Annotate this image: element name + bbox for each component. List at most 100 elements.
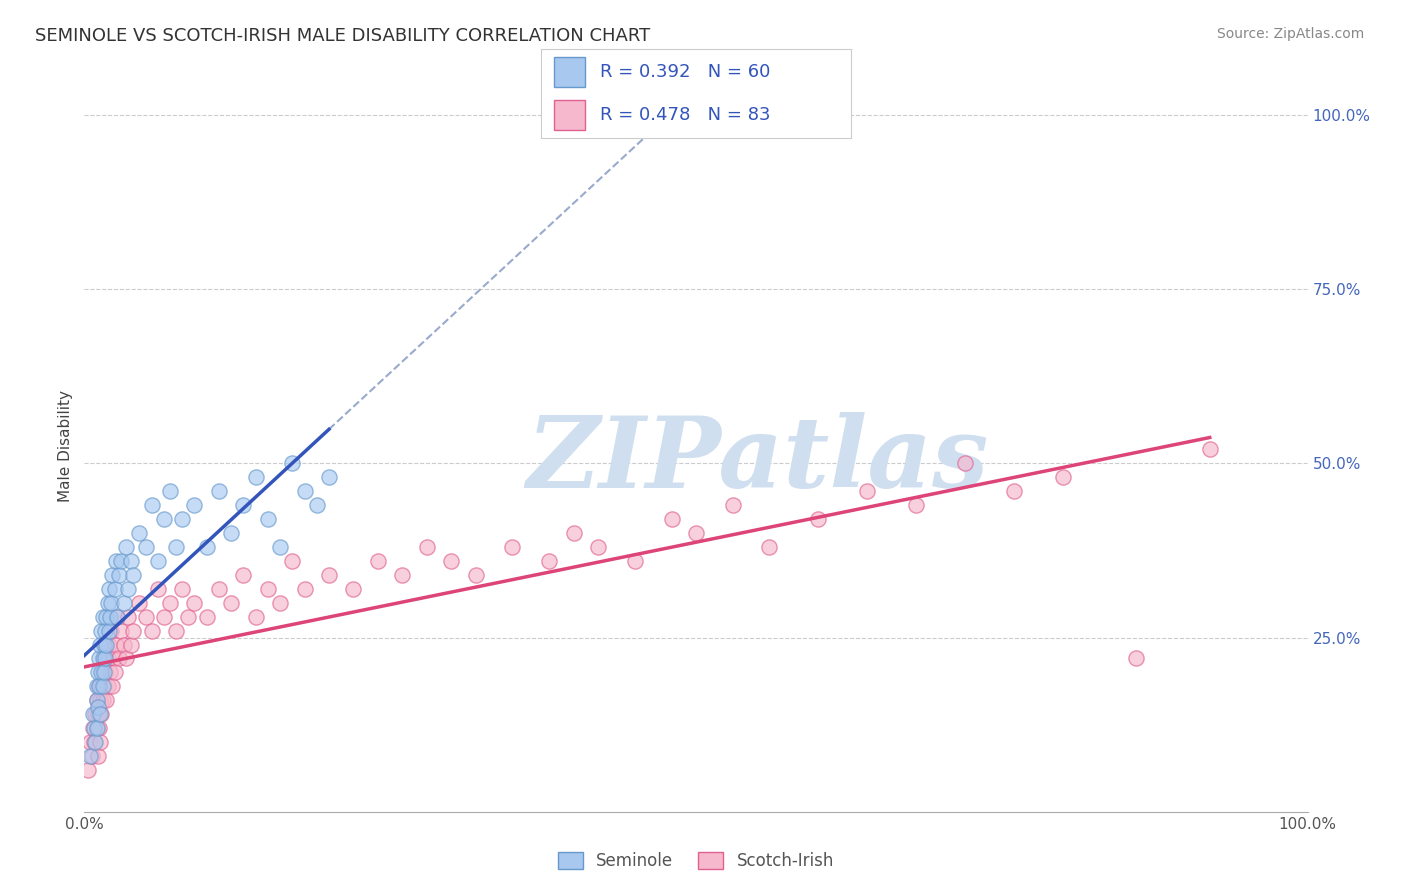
Point	[117, 582, 139, 596]
Point	[82, 707, 104, 722]
Point	[165, 540, 187, 554]
Point	[110, 554, 132, 568]
Point	[153, 609, 176, 624]
Point	[464, 567, 486, 582]
Point	[89, 707, 111, 722]
Point	[77, 763, 100, 777]
Point	[122, 567, 145, 582]
Point	[257, 512, 280, 526]
Point	[105, 554, 128, 568]
Point	[538, 554, 561, 568]
Point	[97, 638, 120, 652]
Point	[94, 624, 117, 638]
Point	[96, 693, 118, 707]
Point	[183, 596, 205, 610]
Point	[1125, 651, 1147, 665]
Point	[128, 596, 150, 610]
Point	[115, 540, 138, 554]
Point	[112, 638, 135, 652]
Point	[90, 679, 112, 693]
Point	[807, 512, 830, 526]
Point	[86, 679, 108, 693]
Point	[208, 484, 231, 499]
Point	[153, 512, 176, 526]
Point	[96, 609, 118, 624]
Point	[94, 651, 117, 665]
Point	[105, 609, 128, 624]
Point	[661, 512, 683, 526]
Point	[219, 596, 242, 610]
Point	[172, 582, 194, 596]
Point	[856, 484, 879, 499]
Point	[112, 596, 135, 610]
Point	[245, 609, 267, 624]
Point	[86, 721, 108, 735]
Point	[79, 749, 101, 764]
Point	[586, 540, 609, 554]
Point	[97, 651, 120, 665]
Point	[159, 484, 181, 499]
Point	[107, 651, 129, 665]
Point	[84, 707, 107, 722]
Point	[90, 707, 112, 722]
Point	[86, 693, 108, 707]
Point	[97, 582, 120, 596]
Point	[83, 721, 105, 735]
Point	[146, 582, 169, 596]
Point	[128, 526, 150, 541]
Point	[122, 624, 145, 638]
Point	[87, 749, 110, 764]
Point	[232, 567, 254, 582]
Point	[135, 609, 157, 624]
Point	[101, 567, 124, 582]
Text: Source: ZipAtlas.com: Source: ZipAtlas.com	[1216, 27, 1364, 41]
Point	[502, 540, 524, 554]
Point	[1198, 442, 1220, 457]
Point	[98, 609, 121, 624]
Point	[183, 498, 205, 512]
Point	[91, 609, 114, 624]
Point	[87, 651, 110, 665]
Point	[86, 721, 108, 735]
Point	[100, 624, 122, 638]
FancyBboxPatch shape	[554, 57, 585, 87]
Point	[269, 540, 291, 554]
Point	[135, 540, 157, 554]
Point	[120, 554, 142, 568]
Point	[93, 679, 115, 693]
Point	[84, 735, 107, 749]
Point	[117, 609, 139, 624]
Point	[257, 582, 280, 596]
Point	[342, 582, 364, 596]
Point	[120, 638, 142, 652]
Point	[87, 707, 110, 722]
Point	[208, 582, 231, 596]
Point	[82, 721, 104, 735]
Point	[685, 526, 707, 541]
Point	[91, 679, 114, 693]
Point	[305, 498, 328, 512]
Point	[104, 665, 127, 680]
Point	[105, 638, 128, 652]
Point	[89, 735, 111, 749]
Point	[105, 609, 128, 624]
Point	[391, 567, 413, 582]
Point	[440, 554, 463, 568]
Point	[103, 651, 125, 665]
Point	[87, 679, 110, 693]
Text: R = 0.478   N = 83: R = 0.478 N = 83	[600, 106, 770, 124]
Point	[79, 735, 101, 749]
Point	[232, 498, 254, 512]
Point	[905, 498, 928, 512]
Text: ZIPatlas: ZIPatlas	[526, 412, 988, 508]
Point	[87, 679, 110, 693]
Point	[87, 665, 110, 680]
Point	[80, 749, 103, 764]
FancyBboxPatch shape	[554, 100, 585, 130]
Point	[90, 624, 112, 638]
Point	[107, 567, 129, 582]
Point	[94, 665, 117, 680]
Point	[91, 651, 114, 665]
Point	[318, 470, 340, 484]
Point	[87, 721, 110, 735]
